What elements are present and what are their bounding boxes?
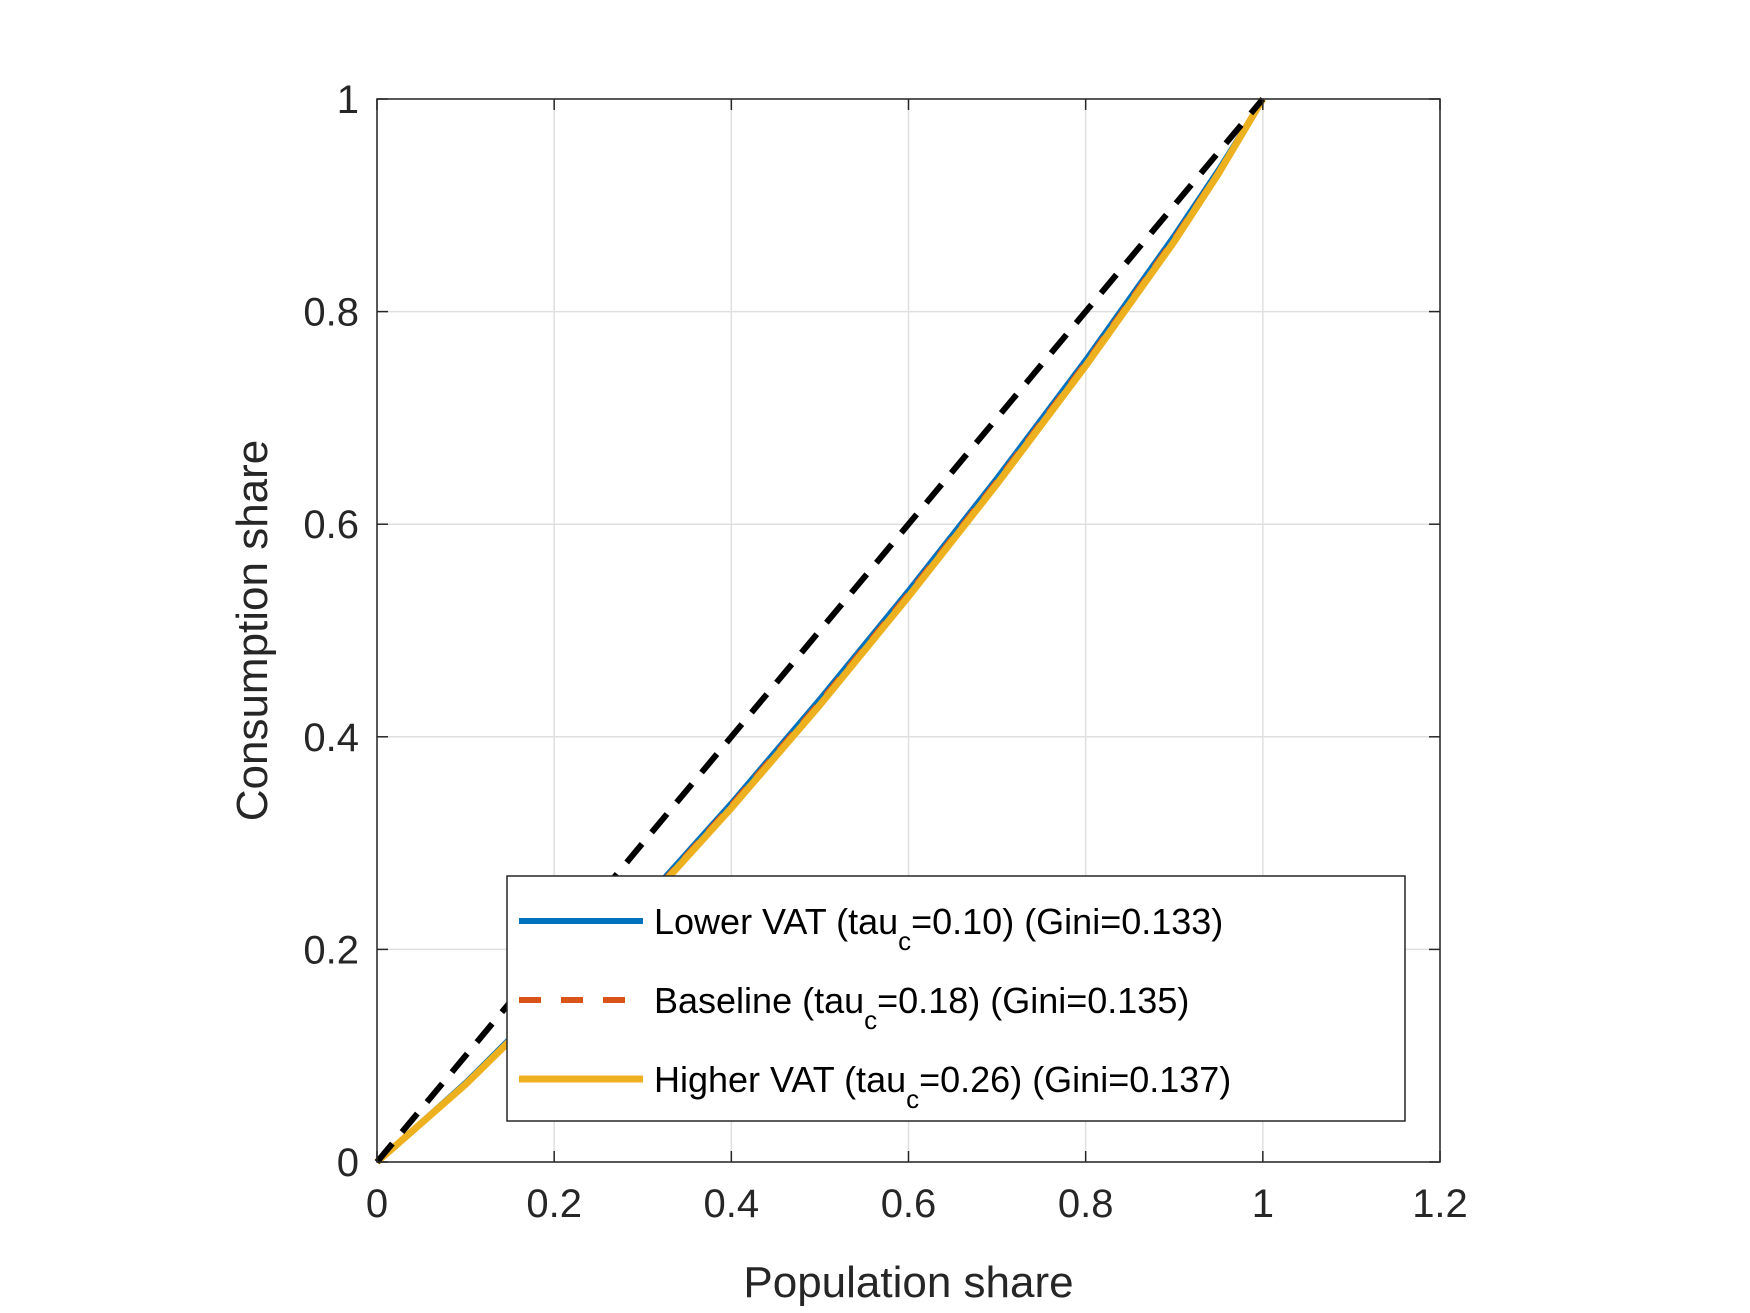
legend: Lower VAT (tauc=0.10) (Gini=0.133)Baseli… bbox=[506, 875, 1406, 1122]
y-tick-label: 0.2 bbox=[303, 928, 359, 972]
legend-entry-text: Baseline (tau bbox=[654, 980, 864, 1021]
x-tick-label: 0.6 bbox=[881, 1182, 937, 1226]
legend-entry-subscript: c bbox=[864, 1005, 877, 1035]
x-tick-label: 1 bbox=[1252, 1182, 1274, 1226]
legend-entry-text: Higher VAT (tau bbox=[654, 1059, 906, 1100]
ticks bbox=[376, 98, 1441, 1163]
x-axis-label: Population share bbox=[743, 1258, 1073, 1307]
y-tick-label: 1 bbox=[337, 78, 359, 122]
x-tick-label: 0.2 bbox=[526, 1182, 582, 1226]
legend-entry-1: Baseline (tauc=0.18) (Gini=0.135) bbox=[654, 980, 1189, 1035]
legend-entry-0: Lower VAT (tauc=0.10) (Gini=0.133) bbox=[654, 901, 1223, 956]
y-tick-label: 0.8 bbox=[303, 291, 359, 335]
legend-entry-2: Higher VAT (tauc=0.26) (Gini=0.137) bbox=[654, 1059, 1231, 1114]
y-tick-label: 0 bbox=[337, 1141, 359, 1185]
x-tick-label: 1.2 bbox=[1412, 1182, 1468, 1226]
legend-entry-text: =0.10) (Gini=0.133) bbox=[911, 901, 1223, 942]
legend-entry-subscript: c bbox=[906, 1084, 919, 1114]
legend-entry-text: =0.18) (Gini=0.135) bbox=[877, 980, 1189, 1021]
legend-entry-text: =0.26) (Gini=0.137) bbox=[919, 1059, 1231, 1100]
legend-entry-text: Lower VAT (tau bbox=[654, 901, 898, 942]
legend-box bbox=[506, 875, 1406, 1122]
x-tick-label: 0 bbox=[366, 1182, 388, 1226]
tick-labels: 0 0.2 0.4 0.6 0.8 1 1.2 0 0.2 0.4 0.6 0.8 1 bbox=[303, 78, 1467, 1226]
y-tick-label: 0.6 bbox=[303, 503, 359, 547]
x-tick-label: 0.4 bbox=[704, 1182, 760, 1226]
legend-entry-subscript: c bbox=[898, 926, 911, 956]
y-axis-label: Consumption share bbox=[228, 440, 277, 822]
equality-line bbox=[374, 97, 1266, 1164]
y-tick-label: 0.4 bbox=[303, 716, 359, 760]
x-tick-label: 0.8 bbox=[1058, 1182, 1114, 1226]
